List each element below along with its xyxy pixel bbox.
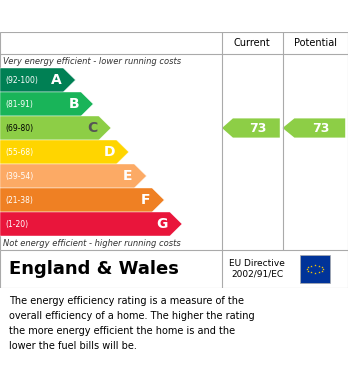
Polygon shape bbox=[0, 212, 182, 236]
Polygon shape bbox=[0, 140, 129, 164]
Text: (39-54): (39-54) bbox=[5, 172, 33, 181]
Text: (1-20): (1-20) bbox=[5, 219, 28, 228]
Text: C: C bbox=[87, 121, 97, 135]
Text: G: G bbox=[157, 217, 168, 231]
Text: The energy efficiency rating is a measure of the
overall efficiency of a home. T: The energy efficiency rating is a measur… bbox=[9, 296, 254, 351]
Text: (92-100): (92-100) bbox=[5, 75, 38, 84]
Text: E: E bbox=[123, 169, 133, 183]
Text: Very energy efficient - lower running costs: Very energy efficient - lower running co… bbox=[3, 57, 182, 66]
Text: (81-91): (81-91) bbox=[5, 99, 33, 108]
Polygon shape bbox=[0, 68, 76, 92]
Text: 73: 73 bbox=[312, 122, 329, 135]
Text: D: D bbox=[103, 145, 115, 159]
Text: (55-68): (55-68) bbox=[5, 147, 33, 156]
Text: EU Directive
2002/91/EC: EU Directive 2002/91/EC bbox=[229, 259, 285, 279]
Polygon shape bbox=[0, 188, 164, 212]
Text: (69-80): (69-80) bbox=[5, 124, 33, 133]
Text: 73: 73 bbox=[249, 122, 266, 135]
Text: Current: Current bbox=[234, 38, 271, 48]
Text: Energy Efficiency Rating: Energy Efficiency Rating bbox=[9, 7, 256, 25]
Text: B: B bbox=[69, 97, 79, 111]
Text: A: A bbox=[51, 73, 62, 87]
Polygon shape bbox=[0, 92, 93, 116]
Polygon shape bbox=[283, 118, 345, 138]
Text: England & Wales: England & Wales bbox=[9, 260, 179, 278]
Polygon shape bbox=[0, 164, 147, 188]
Text: Potential: Potential bbox=[294, 38, 337, 48]
Text: (21-38): (21-38) bbox=[5, 196, 33, 204]
Polygon shape bbox=[222, 118, 280, 138]
Polygon shape bbox=[0, 116, 111, 140]
Text: Not energy efficient - higher running costs: Not energy efficient - higher running co… bbox=[3, 239, 181, 248]
Bar bbox=[300, 255, 330, 283]
Text: F: F bbox=[141, 193, 150, 207]
